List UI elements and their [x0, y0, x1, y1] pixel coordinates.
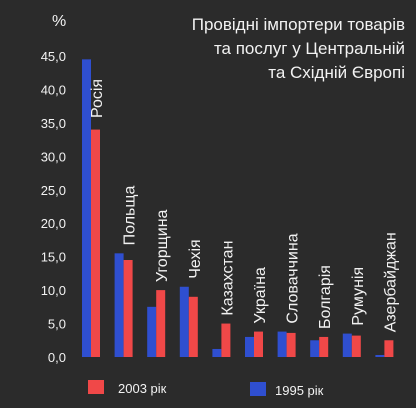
bar-1995-1: [114, 253, 124, 357]
y-tick-label: 15,0: [41, 250, 66, 265]
category-labels: Росія Польща Угорщина Чехія Казахстан Україна…: [89, 79, 399, 332]
category-label: Польща: [122, 185, 139, 245]
legend-label-2003: 2003 рік: [118, 381, 167, 396]
category-label: Азербайджан: [382, 232, 399, 332]
category-label: Угорщина: [154, 209, 171, 282]
bar-2003-6: [286, 332, 296, 357]
y-tick-label: 25,0: [41, 183, 66, 198]
category-label: Україна: [252, 267, 269, 324]
bar-1995-6: [277, 331, 287, 357]
bar-1995-5: [245, 336, 254, 357]
bar-2003-9: [384, 340, 394, 357]
category-label: Болгарія: [317, 265, 334, 329]
bar-1995-3: [179, 286, 189, 357]
bars: [82, 59, 394, 357]
bar-1995-8: [342, 333, 352, 357]
bar-2003-4: [221, 323, 231, 357]
legend-swatch-1995: [250, 382, 266, 396]
y-tick-label: 0,0: [48, 350, 66, 365]
bar-1995-4: [212, 348, 222, 357]
bar-1995-0: [82, 59, 91, 357]
bar-2003-2: [156, 290, 166, 357]
y-tick-label: 5,0: [48, 317, 66, 332]
chart-title-line-2: та послуг у Центральній: [214, 39, 405, 58]
y-tick-label: 35,0: [41, 116, 66, 131]
legend-swatch-2003: [88, 380, 104, 394]
bar-2003-7: [319, 336, 329, 357]
y-tick-label: 40,0: [41, 82, 66, 97]
bar-1995-2: [147, 306, 157, 357]
y-tick-label: 30,0: [41, 149, 66, 164]
bar-2003-5: [254, 331, 263, 357]
chart-title-line-3: та Східній Європі: [268, 63, 405, 82]
category-label: Словаччина: [285, 233, 302, 323]
y-axis-label: %: [52, 13, 66, 30]
category-label: Чехія: [187, 239, 204, 278]
category-label: Казахстан: [219, 241, 236, 316]
chart-title-line-1: Провідні імпортери товарів: [192, 15, 405, 34]
bar-1995-9: [375, 354, 385, 357]
legend: 2003 рік 1995 рік: [88, 380, 324, 398]
bar-2003-0: [91, 129, 100, 357]
bar-2003-3: [188, 296, 198, 357]
category-label: Румунія: [350, 267, 367, 326]
bar-2003-8: [351, 335, 361, 357]
bar-1995-7: [310, 340, 320, 357]
category-label: Росія: [89, 79, 106, 118]
y-axis-ticks: 0,0 5,0 10,0 15,0 20,0 25,0 30,0 35,0 40,0 45,0: [41, 49, 66, 365]
y-tick-label: 10,0: [41, 283, 66, 298]
bar-2003-1: [123, 260, 133, 357]
y-tick-label: 20,0: [41, 216, 66, 231]
legend-label-1995: 1995 рік: [275, 383, 324, 398]
y-tick-label: 45,0: [41, 49, 66, 64]
